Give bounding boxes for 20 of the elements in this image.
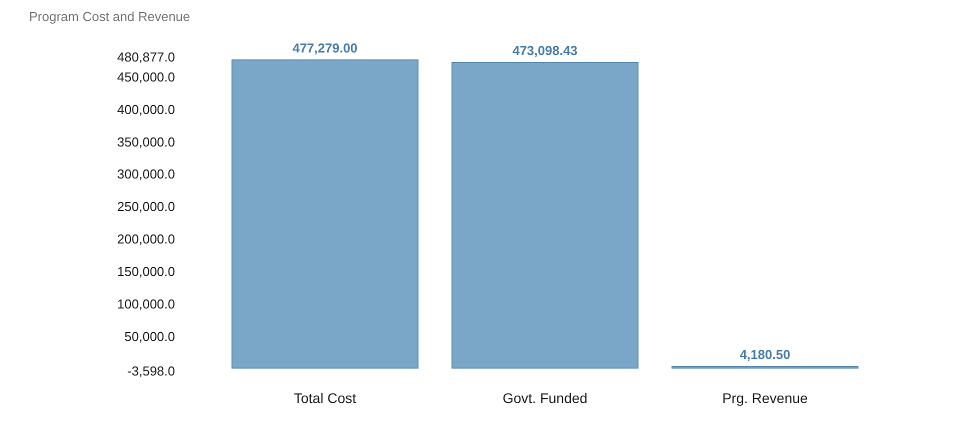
data-label: 473,098.43 (512, 43, 578, 58)
y-tick-label: -3,598.0 (127, 364, 175, 378)
y-tick-label: 50,000.0 (124, 328, 175, 344)
y-tick-label: 200,000.0 (117, 232, 175, 247)
y-tick-label: 480,877.0 (117, 50, 175, 64)
data-label: 477,279.00 (292, 40, 358, 56)
bar (452, 62, 638, 369)
bar (232, 59, 418, 369)
y-tick-label: 400,000.0 (117, 102, 175, 117)
x-tick-label: Prg. Revenue (722, 390, 808, 406)
data-label: 4,180.50 (740, 346, 790, 362)
y-tick-label: 250,000.0 (117, 199, 175, 214)
y-tick-label: 300,000.0 (117, 166, 175, 182)
x-tick-label: Govt. Funded (502, 390, 588, 406)
y-tick-label: 450,000.0 (117, 70, 175, 85)
y-tick-label: 350,000.0 (117, 134, 175, 150)
y-tick-label: 100,000.0 (117, 296, 175, 312)
x-tick-label: Total Cost (294, 390, 356, 406)
text: Program Cost and Revenue (29, 9, 190, 24)
y-tick-label: 150,000.0 (117, 264, 175, 279)
